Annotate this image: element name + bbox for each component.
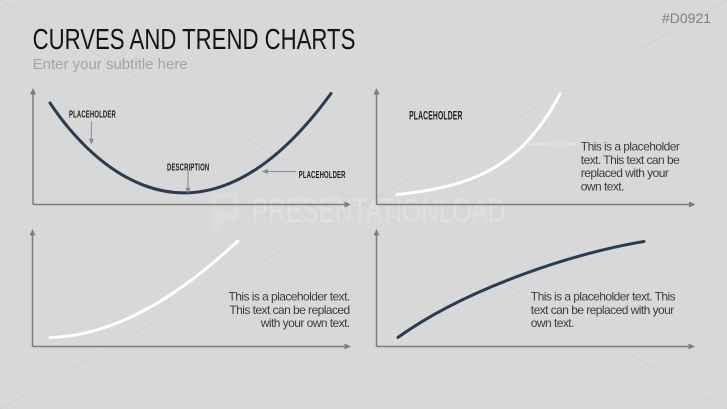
svg-text:Enter your subtitle here: Enter your subtitle here	[33, 56, 188, 73]
svg-text:PRESENTATIONLOAD: PRESENTATIONLOAD	[252, 192, 506, 230]
svg-text:replaced with your: replaced with your	[581, 166, 669, 180]
svg-text:DESCRIPTION: DESCRIPTION	[167, 161, 209, 173]
svg-text:own text.: own text.	[581, 179, 624, 193]
svg-text:CURVES AND TREND CHARTS: CURVES AND TREND CHARTS	[33, 24, 356, 55]
svg-text:This is a placeholder text. Th: This is a placeholder text. This	[531, 290, 676, 304]
svg-text:#D0921: #D0921	[662, 10, 711, 26]
svg-text:This is a placeholder: This is a placeholder	[581, 140, 680, 154]
svg-text:text. This text can be: text. This text can be	[581, 153, 680, 167]
svg-text:text can be replaced with your: text can be replaced with your	[531, 303, 674, 317]
svg-text:PLACEHOLDER: PLACEHOLDER	[69, 108, 116, 120]
svg-text:This is a placeholder text.: This is a placeholder text.	[228, 290, 349, 304]
svg-text:PLACEHOLDER: PLACEHOLDER	[299, 168, 346, 180]
svg-text:This text can be replaced: This text can be replaced	[229, 303, 349, 317]
svg-text:own text.: own text.	[531, 316, 574, 330]
svg-text:PLACEHOLDER: PLACEHOLDER	[409, 110, 462, 123]
svg-text:with your own text.: with your own text.	[260, 316, 350, 330]
